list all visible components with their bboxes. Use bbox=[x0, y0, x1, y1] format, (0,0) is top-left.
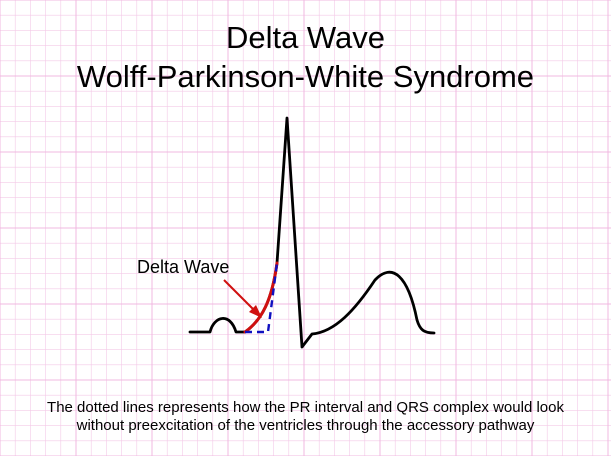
delta-wave-label: Delta Wave bbox=[137, 257, 230, 277]
delta-wave-curve bbox=[243, 261, 279, 334]
caption-line-2: without preexcitation of the ventricles … bbox=[76, 417, 535, 434]
dotted-normal-pr-qrs bbox=[245, 262, 279, 334]
delta-wave-arrowhead bbox=[249, 305, 262, 318]
title-line-2: Wolff-Parkinson-White Syndrome bbox=[76, 59, 535, 94]
ecg-trace bbox=[188, 116, 436, 349]
title-line-1: Delta Wave bbox=[225, 20, 386, 55]
caption-line-1: The dotted lines represents how the PR i… bbox=[47, 399, 564, 416]
delta-wave-arrow bbox=[223, 279, 255, 311]
